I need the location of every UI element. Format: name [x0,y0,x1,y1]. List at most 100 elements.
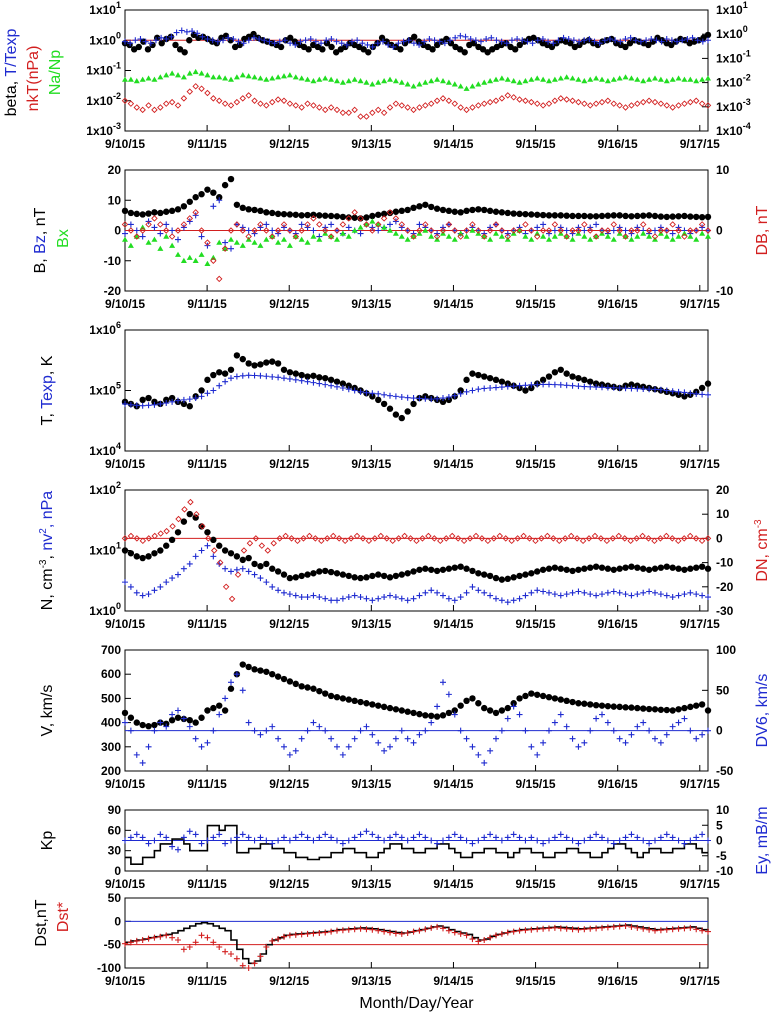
data-point [587,591,594,598]
data-point [404,930,411,936]
data-point [310,592,317,599]
data-point [657,100,665,107]
data-point [469,206,476,214]
data-point [681,566,688,573]
y-tick-label: 1x101 [716,0,748,17]
data-point [428,77,435,84]
data-point [599,591,605,598]
data-point [363,574,370,581]
data-point [645,97,653,104]
data-point [433,713,441,720]
data-point [269,723,276,730]
data-point [640,230,647,236]
data-point [462,33,469,40]
data-point [410,204,417,212]
data-point [152,37,159,44]
data-point [622,704,629,711]
data-point [398,221,406,228]
data-point [440,925,446,932]
data-point [204,837,211,844]
data-point [422,565,429,572]
data-point [427,100,435,107]
data-point [286,369,294,376]
data-point [239,831,246,838]
y-tick-label: 0 [114,914,121,928]
data-point [428,203,435,211]
data-point [204,739,211,746]
data-point [551,834,558,841]
data-point [693,735,700,742]
data-point [401,532,408,540]
data-point [258,542,266,549]
y-tick-label: 200 [101,764,121,778]
data-point [593,925,600,932]
data-point [616,227,623,234]
data-point [669,221,676,228]
data-point [410,106,417,114]
data-point [569,589,576,596]
data-point [322,567,329,575]
data-point [640,925,647,932]
data-point [698,221,706,228]
data-point [681,840,688,847]
data-point [570,37,577,44]
data-point [357,215,364,222]
data-point [657,227,665,234]
data-point [398,707,405,714]
data-point [228,236,234,242]
data-point [503,40,510,47]
data-point [327,233,335,240]
series-dn [121,498,712,603]
data-point [127,227,135,234]
y-tick-label: 0 [716,531,723,545]
data-point [269,565,276,572]
y-tick-label: 1x101 [89,541,121,558]
data-point [622,233,629,240]
data-point [275,239,282,245]
data-point [469,583,476,590]
data-point [466,535,474,542]
data-point [612,37,619,44]
data-point [563,591,570,598]
data-point [604,227,612,234]
series-bx [122,218,711,266]
data-point [178,27,185,34]
data-point [174,714,182,721]
plot-frame [124,897,709,969]
data-point [216,559,224,566]
data-point [310,930,317,937]
data-point [581,212,588,220]
data-point [163,579,170,586]
data-point [704,707,712,714]
data-point [698,100,706,107]
data-point [534,691,541,698]
data-point [239,227,247,234]
series-line [125,921,709,965]
data-point [551,591,558,598]
data-point [210,704,217,712]
data-point [228,837,234,844]
data-point [381,77,388,84]
x-tick-label: 9/13/15 [351,617,391,631]
data-point [269,358,276,365]
data-point [451,81,458,87]
data-point [699,76,706,82]
data-point [675,565,682,572]
data-point [280,675,288,683]
data-point [157,583,164,590]
data-point [286,678,294,685]
y-tick-label: 1x101 [89,0,121,17]
data-point [520,532,527,540]
data-point [628,923,635,930]
data-point [422,221,429,228]
data-point [304,221,311,228]
data-point [604,97,612,104]
data-point [404,206,411,214]
data-point [463,697,470,705]
data-point [528,926,535,933]
data-point [419,535,426,542]
data-point [351,227,358,233]
data-point [416,710,423,718]
x-tick-label: 9/13/15 [351,974,391,988]
data-point [504,575,511,583]
